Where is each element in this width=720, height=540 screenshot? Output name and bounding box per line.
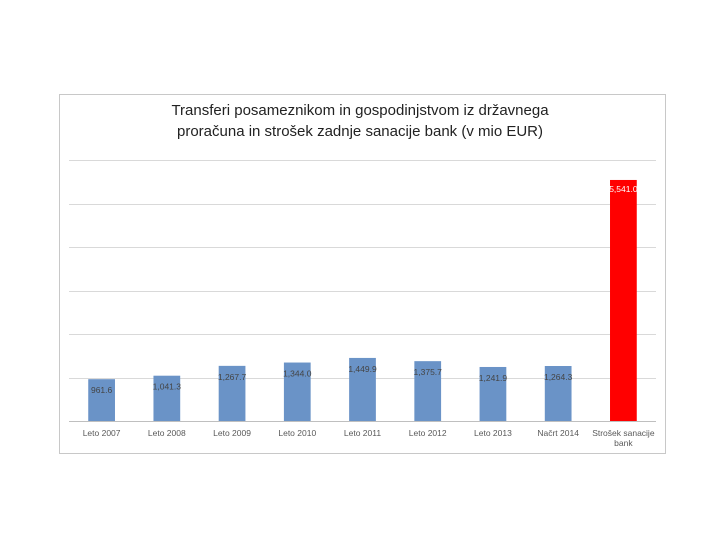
- bars: [88, 179, 637, 421]
- x-tick-label: Leto 2008: [148, 428, 186, 438]
- data-label: 1,041.3: [153, 382, 182, 392]
- data-label: 1,241.9: [479, 373, 508, 383]
- data-label: 1,449.9: [348, 364, 377, 374]
- x-tick-label: Leto 2010: [278, 428, 316, 438]
- chart-title-line-1: Transferi posameznikom in gospodinjstvom…: [171, 102, 549, 119]
- x-axis: Leto 2007 Leto 2008 Leto 2009 Leto 2010 Leto…: [83, 428, 655, 448]
- bar: [153, 375, 181, 421]
- x-tick-label: Leto 2009: [213, 428, 251, 438]
- x-tick-label: Strošek sanacije bank: [592, 428, 655, 448]
- x-tick-label: Leto 2011: [344, 428, 381, 438]
- bar: [218, 365, 246, 421]
- data-label: 961.6: [91, 385, 113, 395]
- bar: [610, 179, 637, 421]
- bar: [544, 366, 572, 421]
- data-label: 1,344.0: [283, 369, 312, 379]
- data-label: 1,267.7: [218, 372, 247, 382]
- data-label: 5,541.0: [609, 184, 638, 194]
- bar: [479, 366, 507, 421]
- data-label: 1,375.7: [414, 367, 443, 377]
- x-tick-label: Leto 2013: [474, 428, 512, 438]
- bar: [349, 357, 376, 421]
- bar: [88, 379, 115, 421]
- bar: [283, 362, 311, 421]
- data-label: 1,264.3: [544, 372, 573, 382]
- data-labels: 961.6 1,041.3 1,267.7 1,344.0 1,449.9 1,375.7…: [91, 184, 638, 395]
- bar: [414, 361, 442, 421]
- gridlines: [69, 160, 656, 422]
- x-tick-label: Leto 2012: [409, 428, 447, 438]
- x-tick-label: Načrt 2014: [537, 428, 579, 438]
- chart-title: Transferi posameznikom in gospodinjstvom…: [0, 100, 720, 142]
- x-tick-label: Leto 2007: [83, 428, 121, 438]
- chart-title-line-2: proračuna in strošek zadnje sanacije ban…: [177, 123, 543, 140]
